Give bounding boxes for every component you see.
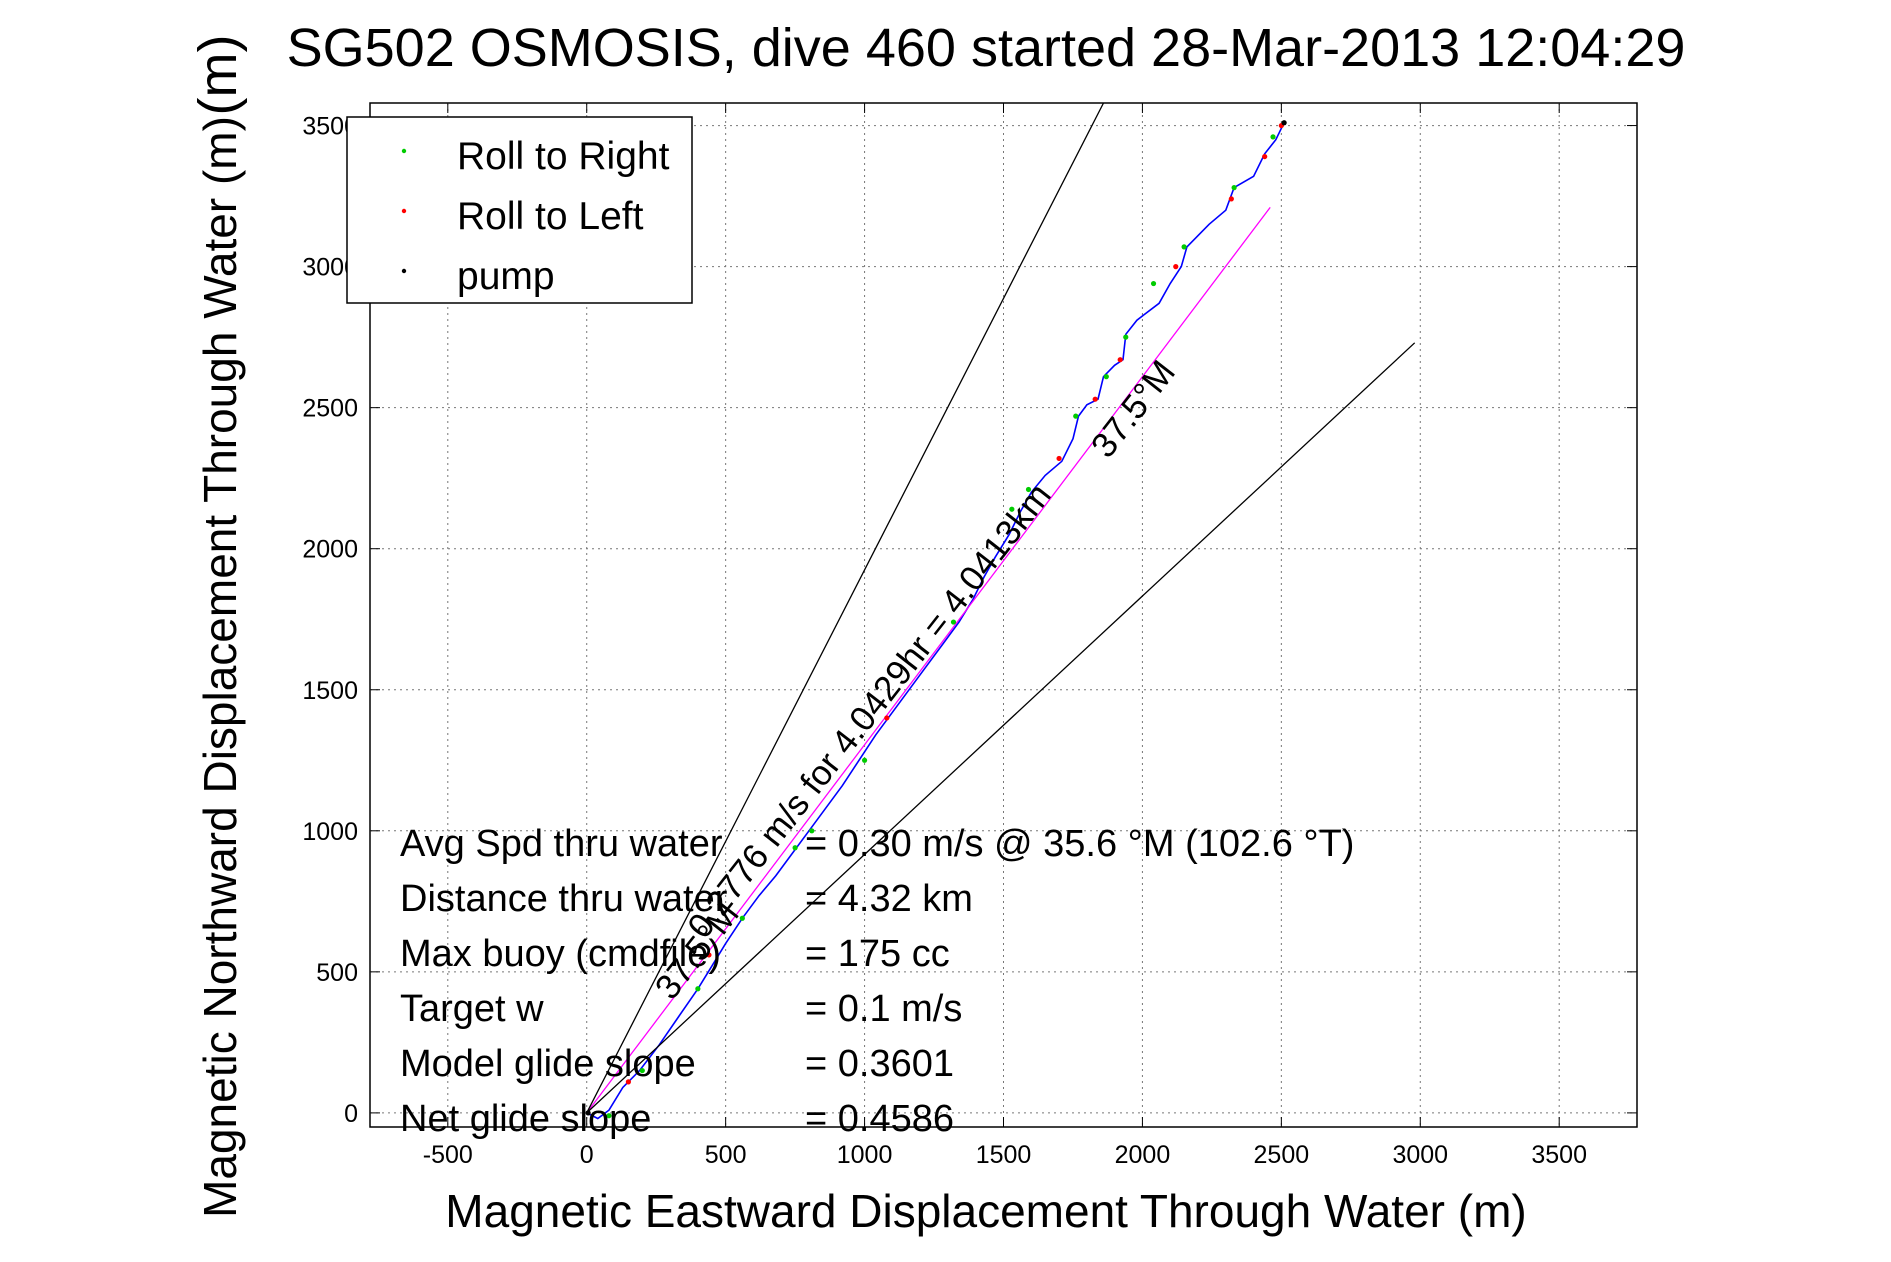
x-axis-label: Magnetic Eastward Displacement Through W… (445, 1185, 1526, 1237)
x-tick-labels: -500 0 500 1000 1500 2000 2500 3000 3500 (423, 1141, 1587, 1169)
series-line-1 (586, 122, 1285, 1120)
x-tick-label: 3500 (1531, 1141, 1587, 1169)
roll-right-marker (792, 845, 798, 851)
roll-right-marker (1009, 506, 1015, 512)
roll-left-marker (706, 952, 712, 958)
y-tick-label: 0 (344, 1100, 358, 1128)
pump-marker (1281, 120, 1287, 126)
data-markers (585, 120, 1287, 1119)
x-tick-label: 2000 (1115, 1141, 1171, 1169)
chart-title: SG502 OSMOSIS, dive 460 started 28-Mar-2… (287, 18, 1686, 78)
y-axis-unit-overlap: (m) (188, 35, 248, 116)
series-line-2 (586, 207, 1271, 1114)
roll-right-marker (1103, 374, 1109, 380)
roll-left-marker (1056, 455, 1062, 462)
legend-marker (401, 148, 407, 154)
series-line-4 (586, 342, 1416, 1114)
roll-right-marker (1025, 486, 1032, 493)
y-tick-label: 500 (316, 959, 358, 987)
pump-marker (585, 1110, 591, 1116)
legend-label: pump (457, 255, 555, 298)
stat-label: Target w (400, 988, 544, 1030)
roll-right-marker (639, 1067, 645, 1074)
legend-marker (401, 268, 407, 274)
x-tick-label: 1500 (976, 1141, 1032, 1169)
stat-value: = 0.1 m/s (805, 988, 962, 1030)
roll-left-marker (1092, 396, 1098, 402)
series-line-3 (586, 102, 1105, 1114)
roll-left-marker (625, 1079, 632, 1085)
y-tick-label: 2500 (302, 395, 358, 423)
y-axis-label: Magnetic Northward Displacement Through … (194, 116, 246, 1218)
roll-right-marker (950, 619, 957, 625)
legend-marker (401, 208, 407, 214)
stats-block: Avg Spd thru water = 0.30 m/s @ 35.6 °M (… (400, 823, 1354, 1140)
stat-label: Max buoy (cmdfile) (400, 933, 721, 975)
stat-value: = 0.4586 (805, 1098, 954, 1140)
legend-label: Roll to Left (457, 195, 644, 238)
roll-right-marker (606, 1113, 612, 1119)
roll-right-marker (1123, 334, 1129, 340)
roll-right-marker (1073, 413, 1079, 419)
x-tick-label: 3000 (1392, 1141, 1448, 1169)
stat-value: = 0.30 m/s @ 35.6 °M (102.6 °T) (805, 823, 1354, 865)
stat-value: = 4.32 km (805, 878, 973, 920)
x-tick-label: 0 (580, 1141, 594, 1169)
roll-right-marker (861, 757, 868, 763)
roll-left-marker (1228, 196, 1234, 202)
roll-right-marker (695, 986, 701, 992)
x-tick-label: 2500 (1254, 1141, 1310, 1169)
roll-right-marker (1150, 280, 1157, 287)
stat-label: Model glide slope (400, 1043, 696, 1085)
x-tick-label: 500 (705, 1141, 747, 1169)
x-tick-label: 1000 (837, 1141, 893, 1169)
x-tick-label: -500 (423, 1141, 473, 1169)
legend: Roll to Right Roll to Left pump (346, 116, 693, 304)
roll-left-marker (1117, 357, 1123, 363)
roll-right-marker (1181, 244, 1187, 250)
roll-right-marker (1270, 134, 1276, 140)
stat-value: = 175 cc (805, 933, 950, 975)
stat-label: Avg Spd thru water (400, 823, 723, 865)
stat-label: Distance thru water (400, 878, 728, 920)
y-tick-label: 1000 (302, 818, 358, 846)
roll-right-marker (1231, 185, 1237, 191)
roll-right-marker (809, 828, 815, 834)
roll-right-marker (739, 915, 745, 921)
roll-left-marker (1262, 153, 1268, 160)
stat-value: = 0.3601 (805, 1043, 954, 1085)
legend-label: Roll to Right (457, 135, 670, 178)
roll-left-marker (884, 715, 890, 721)
data-lines (586, 102, 1416, 1120)
stat-label: Net glide slope (400, 1098, 651, 1140)
y-tick-label: 1500 (302, 677, 358, 705)
y-tick-label: 2000 (302, 536, 358, 564)
roll-left-marker (1173, 264, 1179, 270)
